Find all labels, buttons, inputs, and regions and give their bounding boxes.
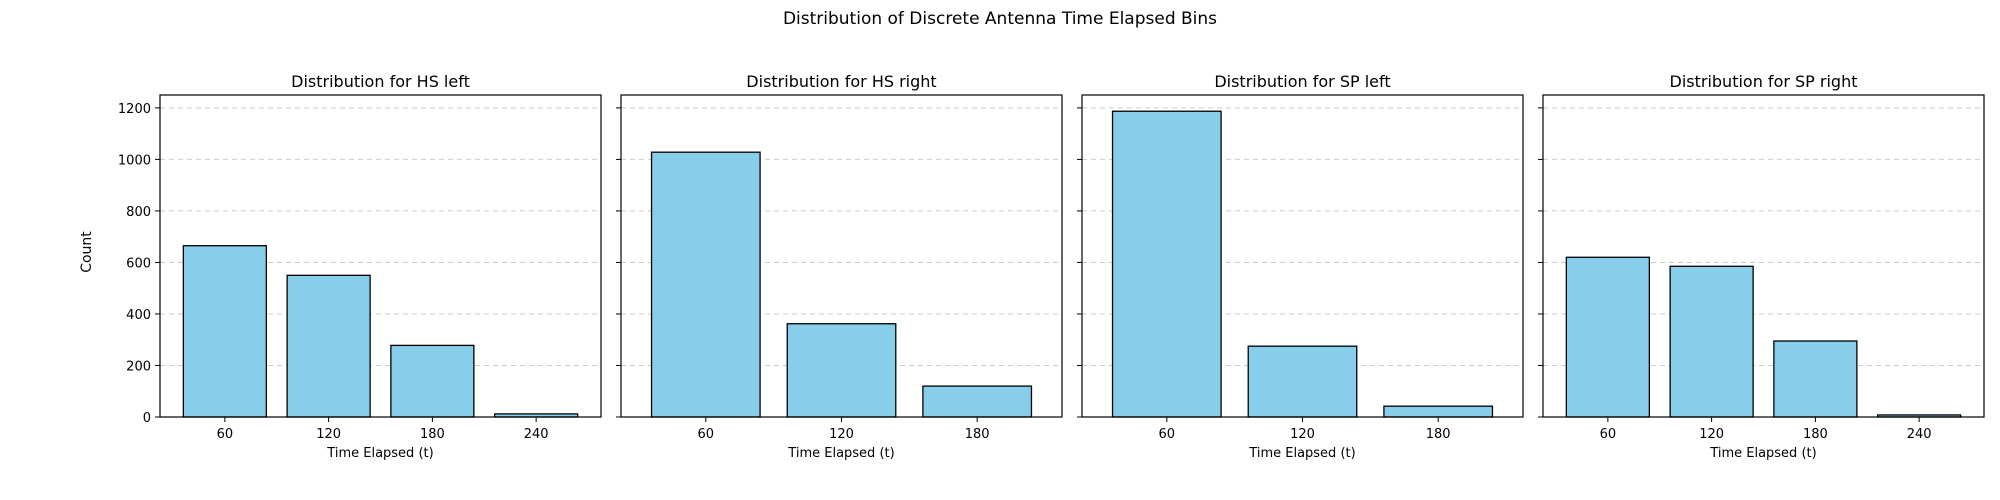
bar bbox=[390, 344, 475, 418]
y-tick-label: 800 bbox=[126, 205, 151, 220]
bar bbox=[1565, 256, 1651, 418]
figure-suptitle: Distribution of Discrete Antenna Time El… bbox=[783, 9, 1217, 29]
x-axis-label: Time Elapsed (t) bbox=[1248, 446, 1355, 461]
x-tick-label: 120 bbox=[829, 427, 854, 442]
y-tick-label: 600 bbox=[126, 256, 151, 271]
x-tick-label: 120 bbox=[1290, 427, 1315, 442]
y-tick-label: 400 bbox=[126, 308, 151, 323]
shared-y-axis-label: Count bbox=[79, 231, 95, 273]
axes-frame bbox=[1542, 94, 1985, 418]
chart-panel-3: 60 120 180 Distribution for SP left Time Ela… bbox=[1077, 72, 1524, 461]
x-tick-label: 60 bbox=[1600, 427, 1617, 442]
bar bbox=[650, 151, 761, 418]
bar bbox=[286, 274, 371, 418]
panel-title: Distribution for SP right bbox=[1670, 72, 1858, 91]
chart-panel-4: 60 120 180 240 Distribution for SP right Time… bbox=[1538, 72, 1985, 461]
bar bbox=[922, 385, 1033, 418]
x-tick-label: 240 bbox=[524, 427, 549, 442]
x-tick-label: 180 bbox=[965, 427, 990, 442]
x-axis-label: Time Elapsed (t) bbox=[1709, 446, 1816, 461]
x-axis-label: Time Elapsed (t) bbox=[326, 446, 433, 461]
x-tick-label: 180 bbox=[1426, 427, 1451, 442]
bar bbox=[1111, 110, 1222, 418]
panel-title: Distribution for HS right bbox=[746, 72, 936, 91]
x-tick-label: 180 bbox=[1803, 427, 1828, 442]
x-tick-label: 120 bbox=[316, 427, 341, 442]
bar bbox=[1383, 405, 1494, 418]
x-tick-label: 120 bbox=[1699, 427, 1724, 442]
x-tick-label: 60 bbox=[698, 427, 715, 442]
bar bbox=[182, 245, 268, 418]
chart-panels: 0 200 400 600 800 1000 1200 60 120 180 240 Distribu… bbox=[118, 72, 1985, 461]
y-tick-label: 1000 bbox=[118, 153, 151, 168]
x-tick-label: 60 bbox=[217, 427, 234, 442]
bar bbox=[1669, 265, 1754, 418]
bar bbox=[1773, 340, 1858, 418]
chart-panel-2: 60 120 180 Distribution for HS right Time El… bbox=[616, 72, 1063, 461]
x-tick-label: 180 bbox=[420, 427, 445, 442]
y-tick-label: 1200 bbox=[118, 102, 151, 117]
bar bbox=[786, 323, 897, 418]
x-tick-label: 240 bbox=[1907, 427, 1932, 442]
y-tick-label: 200 bbox=[126, 359, 151, 374]
y-tick-label: 0 bbox=[143, 411, 151, 426]
axes-frame bbox=[159, 94, 602, 418]
x-axis-label: Time Elapsed (t) bbox=[787, 446, 894, 461]
chart-panel-1: 0 200 400 600 800 1000 1200 60 120 180 240 Distribu… bbox=[118, 72, 602, 461]
panel-title: Distribution for HS left bbox=[291, 72, 470, 91]
bar bbox=[1247, 345, 1358, 418]
panel-title: Distribution for SP left bbox=[1214, 72, 1390, 91]
x-tick-label: 60 bbox=[1159, 427, 1176, 442]
